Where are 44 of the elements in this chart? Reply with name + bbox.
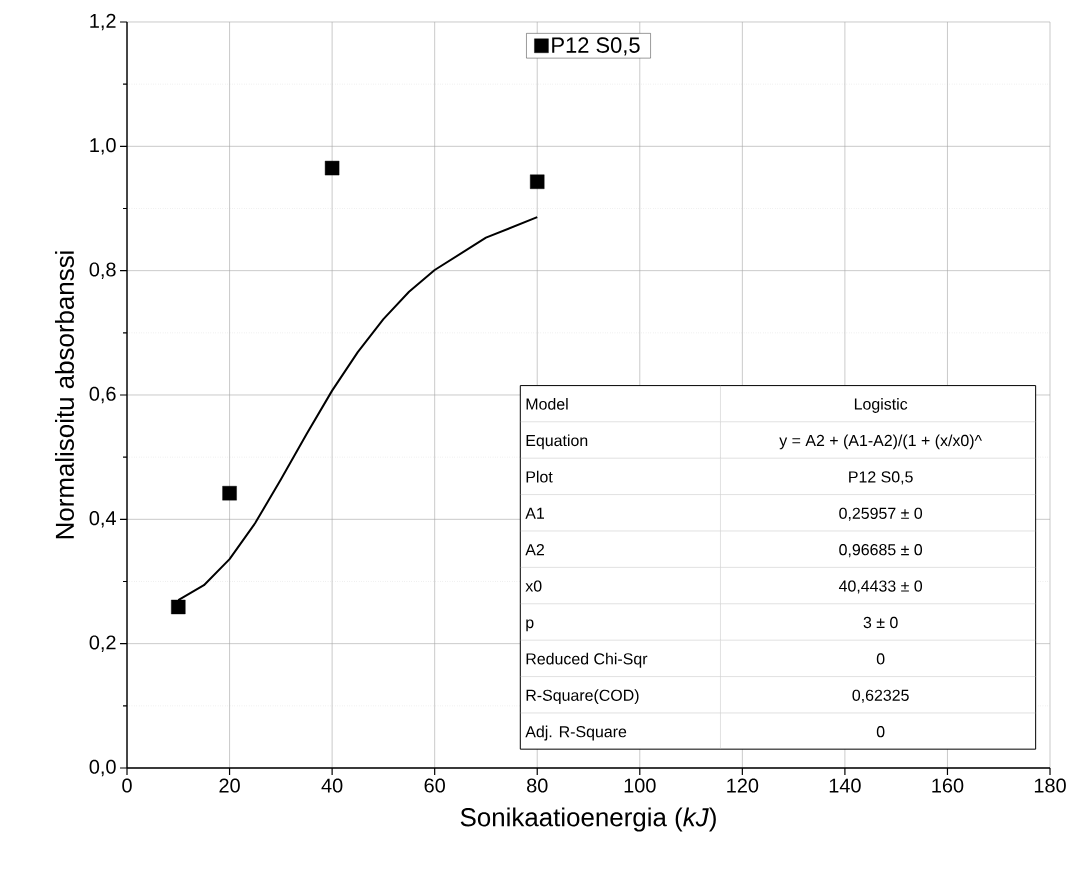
y-axis-title: Normalisoitu absorbanssi <box>54 251 74 539</box>
y-tick-label: 0,6 <box>89 386 116 404</box>
annotation: Equation <box>526 434 588 450</box>
y-tick-label: 0,8 <box>89 262 116 279</box>
annotation: Logistic <box>854 398 908 413</box>
annotation: y = A2 + (A1-A2)/(1 + (x/x0)^ <box>779 434 982 450</box>
x-tick-label: 160 <box>932 778 964 793</box>
annotation: 0,96685 ± 0 <box>839 544 923 558</box>
x-tick-label: 40 <box>321 778 343 793</box>
annotation: A1 <box>525 507 544 519</box>
annotation: Plot <box>526 470 553 483</box>
annotation: 0,62325 <box>852 689 909 703</box>
legend-label: P12 S0,5 <box>552 37 640 56</box>
point <box>222 486 237 501</box>
point <box>324 160 340 176</box>
annotation: p <box>526 619 534 632</box>
point <box>171 599 186 615</box>
x-tick-label: 20 <box>219 778 240 793</box>
x-tick-label: 60 <box>424 778 445 793</box>
y-tick-label: 0,4 <box>89 511 116 528</box>
annotation: R-Square(COD) <box>526 689 639 705</box>
x-tick-label: 180 <box>1034 778 1066 793</box>
annotation: Adj. R-Square <box>525 725 627 741</box>
annotation: P12 S0,5 <box>849 471 913 485</box>
x-tick-label: 100 <box>624 778 656 793</box>
annotation: x0 <box>525 580 542 592</box>
x-tick-label: 80 <box>527 778 548 793</box>
y-tick-label: 1,0 <box>90 138 116 155</box>
x-tick-label: 140 <box>829 778 861 793</box>
annotation: 3 ± 0 <box>863 616 898 629</box>
x-axis-title: Sonikaatioenergia (kJ) <box>460 807 716 832</box>
annotation: 0 <box>876 726 885 738</box>
annotation: 40,4433 ± 0 <box>838 580 923 594</box>
annotation: A2 <box>525 544 544 556</box>
annotation: 0 <box>876 653 885 665</box>
x-tick-label: 120 <box>727 778 759 793</box>
y-tick-label: 0,2 <box>89 635 116 652</box>
point <box>530 174 545 189</box>
y-tick-label: 1,2 <box>90 13 116 31</box>
annotation: Reduced Chi-Sqr <box>526 652 648 668</box>
annotation: Model <box>526 398 568 410</box>
y-tick-label: 0,0 <box>89 759 116 777</box>
x-tick-label: 0 <box>122 778 132 793</box>
annotation: 0,25957 ± 0 <box>839 507 923 521</box>
